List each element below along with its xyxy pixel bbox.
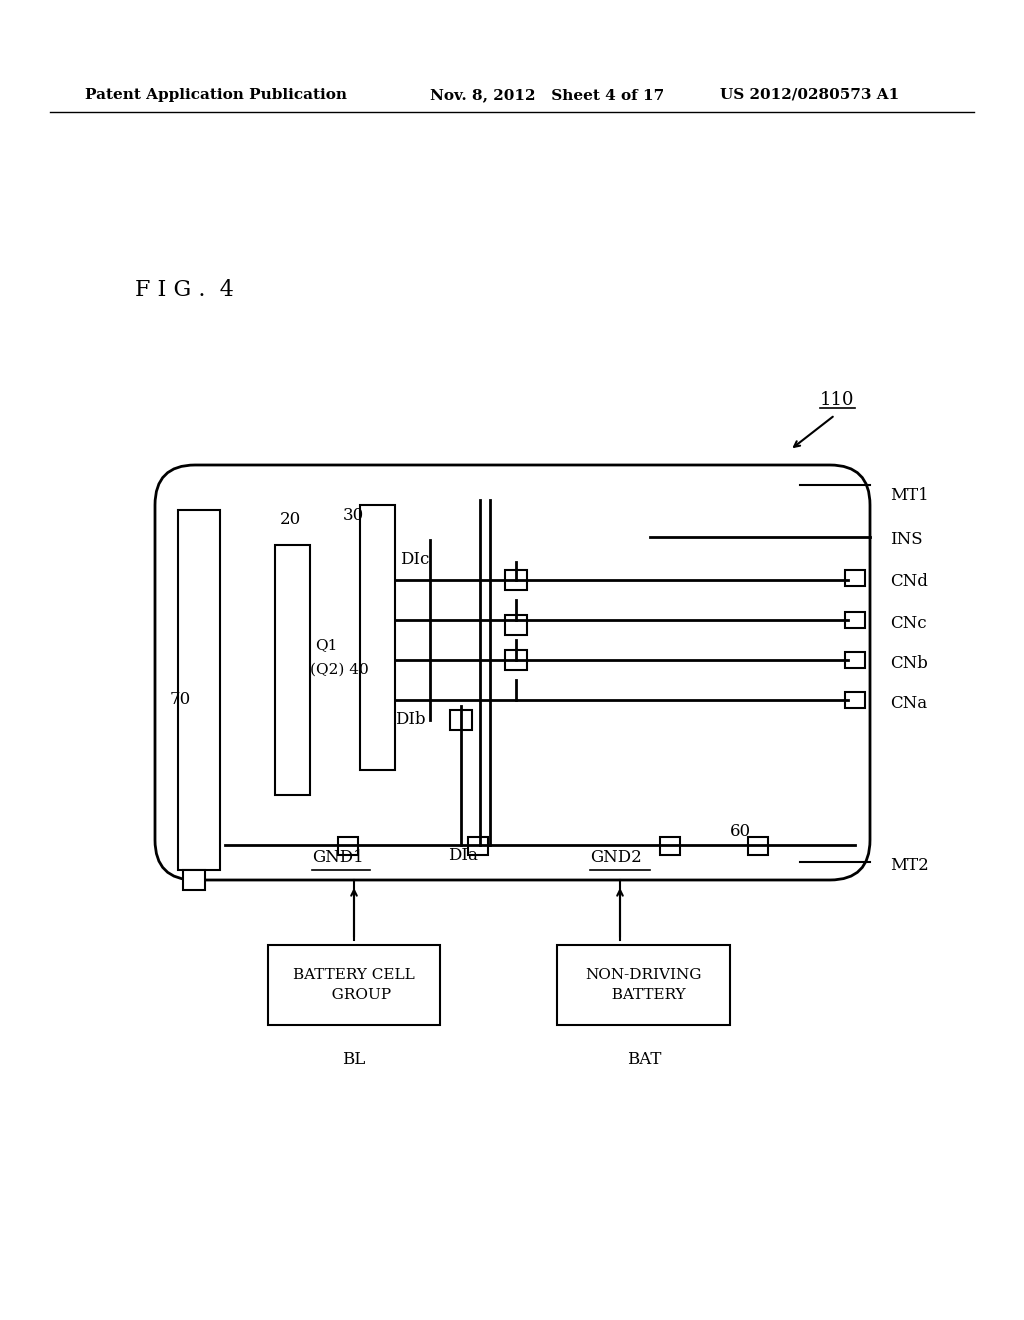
Text: MT2: MT2 (890, 857, 929, 874)
Text: GND2: GND2 (590, 850, 642, 866)
Bar (505, 570, 527, 590)
Bar (468, 837, 488, 855)
Bar (275, 545, 310, 795)
Text: US 2012/0280573 A1: US 2012/0280573 A1 (720, 88, 899, 102)
Text: BATTERY CELL
   GROUP: BATTERY CELL GROUP (293, 969, 415, 1002)
Bar (845, 692, 865, 708)
Bar (845, 612, 865, 628)
Text: BAT: BAT (627, 1052, 662, 1068)
Text: Patent Application Publication: Patent Application Publication (85, 88, 347, 102)
Bar (178, 510, 220, 870)
Text: 20: 20 (280, 511, 301, 528)
Text: CNc: CNc (890, 615, 927, 631)
Text: 110: 110 (820, 391, 854, 409)
Bar (183, 870, 205, 890)
Text: DIa: DIa (449, 846, 478, 863)
Text: INS: INS (890, 532, 923, 549)
Bar (505, 649, 527, 671)
Text: MT1: MT1 (890, 487, 929, 503)
Text: 70: 70 (170, 692, 191, 709)
Text: GND1: GND1 (312, 850, 364, 866)
Bar (557, 945, 730, 1026)
Bar (660, 837, 680, 855)
Text: 60: 60 (730, 824, 752, 841)
Text: 30: 30 (343, 507, 365, 524)
Text: CNa: CNa (890, 694, 927, 711)
Bar (268, 945, 440, 1026)
Text: DIc: DIc (400, 552, 429, 569)
FancyBboxPatch shape (155, 465, 870, 880)
Text: NON-DRIVING
  BATTERY: NON-DRIVING BATTERY (586, 969, 701, 1002)
Bar (845, 570, 865, 586)
Text: CNb: CNb (890, 655, 928, 672)
Bar (748, 837, 768, 855)
Bar (360, 506, 395, 770)
Bar (450, 710, 472, 730)
Text: DIb: DIb (395, 711, 426, 729)
Text: F I G .  4: F I G . 4 (135, 279, 233, 301)
Text: BL: BL (342, 1052, 366, 1068)
Bar (505, 615, 527, 635)
Text: CNd: CNd (890, 573, 928, 590)
Text: (Q2) 40: (Q2) 40 (310, 663, 369, 677)
Bar (845, 652, 865, 668)
Text: Nov. 8, 2012   Sheet 4 of 17: Nov. 8, 2012 Sheet 4 of 17 (430, 88, 665, 102)
Bar (338, 837, 358, 855)
Text: Q1: Q1 (315, 638, 337, 652)
